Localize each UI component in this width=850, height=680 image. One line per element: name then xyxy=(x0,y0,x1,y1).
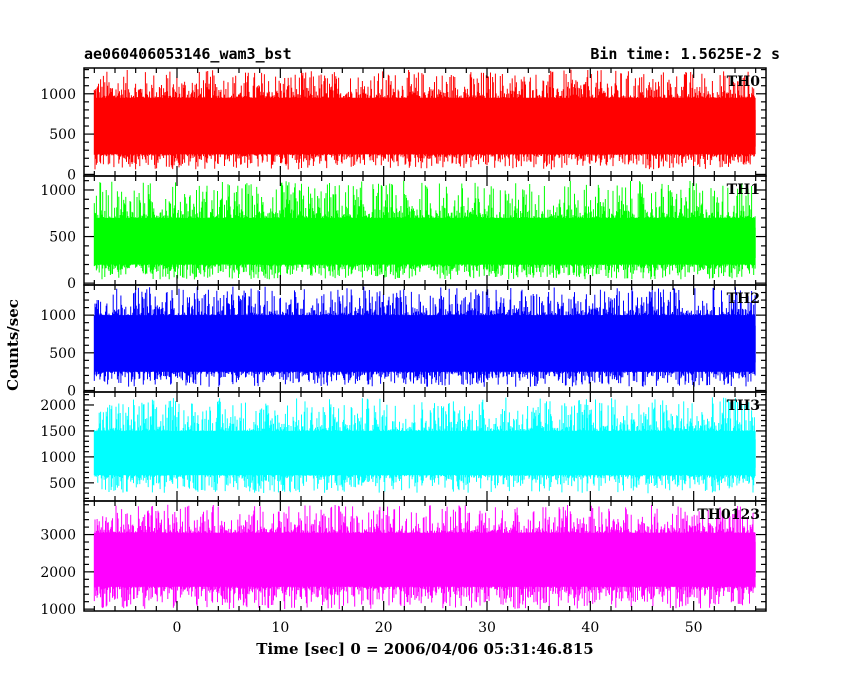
panel-label-th3: TH3 xyxy=(727,398,760,414)
y-tick-label: 1000 xyxy=(40,602,76,618)
x-axis-label: Time [sec] 0 = 2006/04/06 05:31:46.815 xyxy=(256,640,593,658)
panel-th2: 0 500 1000 TH2 xyxy=(40,284,767,399)
x-tick-label: 0 xyxy=(173,620,182,636)
panel-label-th2: TH2 xyxy=(727,291,760,307)
y-tick-label: 0 xyxy=(67,167,76,183)
series-th3-core xyxy=(94,439,756,468)
x-tick-label: 30 xyxy=(478,620,496,636)
y-tick-label: 500 xyxy=(49,230,76,246)
series-th2-core xyxy=(94,325,756,363)
y-tick-label: 1000 xyxy=(40,308,76,324)
header-right-bin-time: Bin time: 1.5625E-2 s xyxy=(590,45,780,63)
x-tick-label: 40 xyxy=(581,620,599,636)
panel-th0: 0 500 1000 TH0 xyxy=(40,67,767,183)
x-tick-label: 10 xyxy=(271,620,289,636)
series-th1-core xyxy=(94,227,756,258)
y-tick-label: 1000 xyxy=(40,87,76,103)
panel-th1: 0 500 1000 TH1 xyxy=(40,175,767,292)
series-th0123-core xyxy=(94,541,756,577)
panel-th3: 500 1000 1500 2000 TH3 xyxy=(40,391,767,502)
y-tick-label: 1000 xyxy=(40,183,76,199)
series-th0-core xyxy=(94,109,756,147)
y-tick-label: 2000 xyxy=(40,398,76,414)
panel-th0123: 1000 2000 3000 TH0123 xyxy=(40,500,767,618)
y-tick-label: 3000 xyxy=(40,528,76,544)
y-tick-label: 500 xyxy=(49,346,76,362)
header-left-title: ae060406053146_wam3_bst xyxy=(84,45,292,63)
y-tick-label: 2000 xyxy=(40,565,76,581)
y-tick-label: 500 xyxy=(49,476,76,492)
panel-label-th1: TH1 xyxy=(727,182,760,198)
y-tick-label: 1500 xyxy=(40,424,76,440)
panel-label-th0: TH0 xyxy=(727,74,761,90)
x-tick-label: 20 xyxy=(375,620,393,636)
panel-label-th0123: TH0123 xyxy=(697,507,760,523)
y-tick-label: 1000 xyxy=(40,450,76,466)
y-tick-label: 0 xyxy=(67,276,76,292)
x-tick-label: 50 xyxy=(685,620,703,636)
y-tick-label: 0 xyxy=(67,383,76,399)
y-axis-label: Counts/sec xyxy=(4,299,22,391)
y-tick-label: 500 xyxy=(49,127,76,143)
